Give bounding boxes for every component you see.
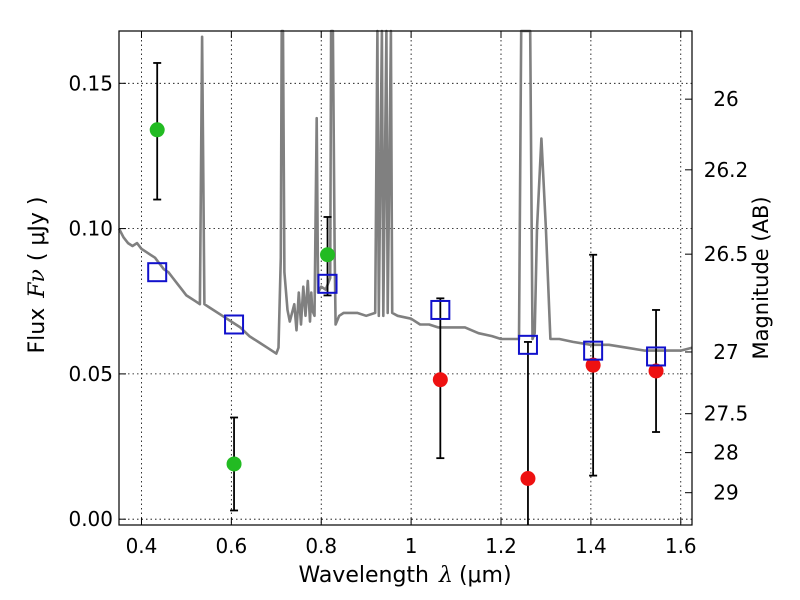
model-flux-square (224, 314, 245, 335)
detection-point (149, 122, 165, 138)
template-spectrum-line (117, 29, 693, 355)
right-tick-label: 26.5 (704, 242, 749, 266)
x-tick-label: 1.2 (485, 534, 517, 558)
nondetection-point (432, 372, 448, 388)
right-tick-label: 27 (713, 340, 738, 364)
detection-point (320, 247, 336, 263)
right-tick-label: 26.2 (704, 158, 749, 182)
x-axis-label: Wavelength λ (μm) (298, 563, 511, 588)
right-axis-label: Magnitude (AB) (749, 196, 773, 359)
model-flux-square (430, 299, 451, 320)
right-tick-label: 29 (713, 481, 738, 505)
template-spectrum (117, 29, 693, 355)
y-tick-label: 0.00 (68, 507, 113, 531)
nondetection-point (585, 357, 601, 373)
model-flux-square (646, 346, 667, 367)
x-tick-label: 0.4 (126, 534, 158, 558)
x-tick-label: 0.6 (215, 534, 247, 558)
axis-ticks: 0.4 0.6 0.8 1 1.2 1.4 1.6 0.00 0.05 0.10 0.15 26 26.… (68, 31, 748, 558)
x-tick-label: 1.6 (665, 534, 697, 558)
model-flux-square (517, 334, 538, 355)
model-flux-square (147, 262, 168, 283)
y-tick-label: 0.10 (68, 217, 113, 241)
detection-point (226, 456, 242, 472)
photometry-points (147, 62, 667, 525)
model-flux-square (317, 273, 338, 294)
x-tick-label: 1.4 (575, 534, 607, 558)
y-tick-label: 0.05 (68, 362, 113, 386)
right-tick-label: 26 (713, 87, 738, 111)
x-tick-label: 1 (405, 534, 418, 558)
y-axis-label: FluxFν( μJy ) (25, 196, 50, 353)
nondetection-point (648, 363, 664, 379)
x-tick-label: 0.8 (305, 534, 337, 558)
nondetection-point (520, 471, 536, 487)
model-flux-square (583, 340, 604, 361)
grid (119, 31, 692, 525)
plot-frame (118, 30, 693, 526)
y-tick-label: 0.15 (68, 71, 113, 95)
right-tick-label: 28 (713, 441, 738, 465)
right-tick-label: 27.5 (704, 402, 749, 426)
